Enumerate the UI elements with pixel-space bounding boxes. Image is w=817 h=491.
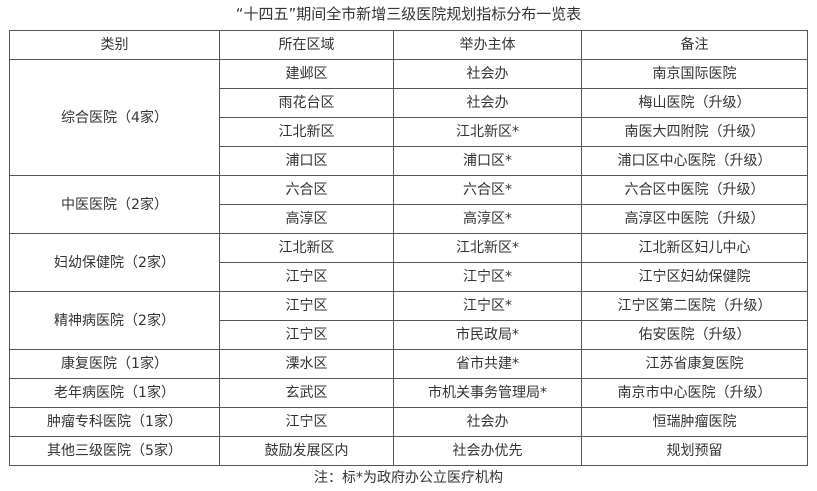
category-cell: 肿瘤专科医院（1家） (9, 407, 220, 437)
category-cell: 老年病医院（1家） (9, 378, 220, 408)
remark-cell: 浦口区中心医院（升级） (581, 146, 808, 176)
table-row: 浦口区 浦口区* 浦口区中心医院（升级） (10, 146, 808, 176)
district-cell: 江北新区 (219, 233, 394, 263)
header-operator: 举办主体 (393, 30, 582, 60)
district-cell: 江北新区 (219, 117, 394, 147)
operator-cell: 市机关事务管理局* (393, 378, 582, 408)
table-row: 中医医院（2家） 六合区 六合区* 六合区中医院（升级） (9, 175, 808, 234)
district-cell: 江宁区 (219, 320, 394, 350)
remark-cell: 江宁区妇幼保健院 (581, 262, 808, 292)
footnote: 注：标*为政府办公立医疗机构 (314, 470, 503, 486)
table-row: 精神病医院（2家） 江宁区 江宁区* 江宁区第二医院（升级） (9, 291, 808, 350)
operator-cell: 省市共建* (393, 349, 582, 379)
operator-cell: 江宁区* (393, 291, 582, 321)
category-cell: 妇幼保健院（2家） (9, 233, 220, 292)
category-cell: 精神病医院（2家） (9, 291, 220, 350)
operator-cell: 高淳区* (393, 204, 582, 234)
district-cell: 浦口区 (219, 146, 394, 176)
operator-cell: 社会办 (393, 59, 582, 89)
table-row: 江宁区 市民政局* 佑安医院（升级） (10, 320, 808, 350)
table-title: “十四五”期间全市新增三级医院规划指标分布一览表 (235, 5, 582, 23)
district-cell: 高淳区 (219, 204, 394, 234)
operator-cell: 市民政局* (393, 320, 582, 350)
operator-cell: 江北新区* (393, 117, 582, 147)
hospital-plan-table: 类别 所在区域 举办主体 备注 综合医院（4家） 建邺区 社会办 南京国际医院 雨花台区… (9, 30, 808, 466)
table-row: 肿瘤专科医院（1家） 江宁区 社会办 恒瑞肿瘤医院 (9, 407, 808, 437)
district-cell: 溧水区 (219, 349, 394, 379)
operator-cell: 江宁区* (393, 262, 582, 292)
remark-cell: 高淳区中医院（升级） (581, 204, 808, 234)
header-category: 类别 (9, 30, 220, 60)
table-row: 江北新区 江北新区* 南医大四附院（升级） (10, 117, 808, 147)
district-cell: 江宁区 (219, 407, 394, 437)
remark-cell: 恒瑞肿瘤医院 (581, 407, 808, 437)
district-cell: 六合区 (219, 175, 394, 205)
district-cell: 玄武区 (219, 378, 394, 408)
remark-cell: 规划预留 (581, 436, 808, 466)
table-row: 综合医院（4家） 建邺区 社会办 南京国际医院 (9, 59, 808, 176)
table-row: 高淳区 高淳区* 高淳区中医院（升级） (10, 204, 808, 234)
header-row: 类别 所在区域 举办主体 备注 (9, 30, 808, 60)
operator-cell: 社会办 (393, 407, 582, 437)
district-cell: 江宁区 (219, 291, 394, 321)
remark-cell: 江苏省康复医院 (581, 349, 808, 379)
operator-cell: 浦口区* (393, 146, 582, 176)
district-cell: 雨花台区 (219, 88, 394, 118)
district-cell: 鼓励发展区内 (219, 436, 394, 466)
remark-cell: 江北新区妇儿中心 (581, 233, 808, 263)
category-cell: 综合医院（4家） (9, 59, 220, 176)
remark-cell: 佑安医院（升级） (581, 320, 808, 350)
table-row: 其他三级医院（5家） 鼓励发展区内 社会办优先 规划预留 (9, 436, 808, 466)
header-remark: 备注 (581, 30, 808, 60)
header-district: 所在区域 (219, 30, 394, 60)
table-row: 老年病医院（1家） 玄武区 市机关事务管理局* 南京市中心医院（升级） (9, 378, 808, 408)
table-row: 江宁区 江宁区* 江宁区妇幼保健院 (10, 262, 808, 292)
table-row: 康复医院（1家） 溧水区 省市共建* 江苏省康复医院 (9, 349, 808, 379)
remark-cell: 梅山医院（升级） (581, 88, 808, 118)
table-row: 妇幼保健院（2家） 江北新区 江北新区* 江北新区妇儿中心 (9, 233, 808, 292)
category-cell: 中医医院（2家） (9, 175, 220, 234)
remark-cell: 南医大四附院（升级） (581, 117, 808, 147)
operator-cell: 江北新区* (393, 233, 582, 263)
remark-cell: 江宁区第二医院（升级） (581, 291, 808, 321)
operator-cell: 社会办优先 (393, 436, 582, 466)
table-row: 雨花台区 社会办 梅山医院（升级） (10, 88, 808, 118)
district-cell: 江宁区 (219, 262, 394, 292)
remark-cell: 六合区中医院（升级） (581, 175, 808, 205)
district-cell: 建邺区 (219, 59, 394, 89)
category-cell: 其他三级医院（5家） (9, 436, 220, 466)
remark-cell: 南京国际医院 (581, 59, 808, 89)
category-cell: 康复医院（1家） (9, 349, 220, 379)
operator-cell: 六合区* (393, 175, 582, 205)
remark-cell: 南京市中心医院（升级） (581, 378, 808, 408)
operator-cell: 社会办 (393, 88, 582, 118)
